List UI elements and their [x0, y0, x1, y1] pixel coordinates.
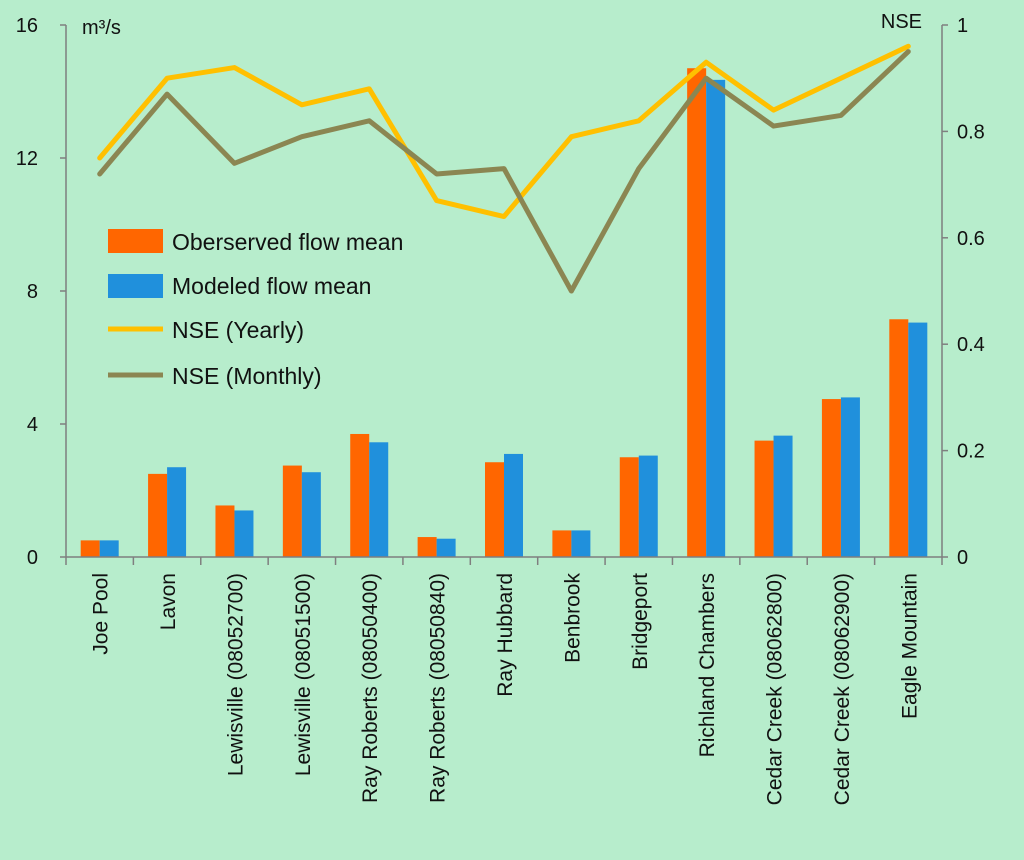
- category-label-4: Ray Roberts (08050400): [359, 573, 382, 803]
- legend-label-nse-monthly: NSE (Monthly): [172, 363, 322, 389]
- legend-swatch-modeled: [108, 274, 163, 298]
- bar-modeled-0: [99, 540, 119, 557]
- bar-modeled-2: [234, 510, 254, 557]
- right-tick-label-3: 0.6: [957, 228, 985, 250]
- bar-modeled-11: [840, 397, 860, 557]
- bar-observed-11: [821, 399, 841, 557]
- left-tick-label-4: 16: [16, 15, 38, 37]
- category-label-2: Lewisville (08052700): [224, 573, 247, 776]
- category-label-10: Cedar Creek (08062800): [764, 573, 787, 805]
- bar-observed-1: [148, 473, 168, 557]
- bar-modeled-5: [436, 538, 456, 557]
- bar-modeled-10: [773, 435, 793, 557]
- category-label-11: Cedar Creek (08062900): [831, 573, 854, 805]
- bar-observed-12: [889, 319, 909, 557]
- category-label-3: Lewisville (08051500): [292, 573, 315, 776]
- line-nse-monthly: [97, 49, 911, 294]
- category-label-1: Lavon: [157, 573, 180, 630]
- bar-modeled-7: [571, 530, 591, 557]
- line-nse-yearly: [97, 43, 911, 220]
- left-tick-label-3: 12: [16, 148, 38, 170]
- right-tick-label-4: 0.8: [957, 121, 985, 143]
- bar-modeled-9: [706, 79, 726, 558]
- bar-modeled-1: [167, 467, 187, 557]
- axes-layer: 0 4 8 12 16 0 0.2 0.4 0.6 0.8 1 Joe Pool Lavon Lewisv…: [16, 15, 985, 805]
- bar-observed-8: [619, 457, 639, 557]
- legend-label-observed: Oberserved flow mean: [172, 229, 403, 255]
- bar-modeled-6: [504, 453, 523, 557]
- category-label-8: Bridgeport: [629, 573, 652, 670]
- bar-observed-10: [754, 440, 774, 557]
- bar-observed-6: [485, 462, 504, 557]
- bar-modeled-3: [301, 472, 321, 557]
- left-tick-label-1: 4: [27, 414, 38, 436]
- left-tick-label-0: 0: [27, 547, 38, 569]
- legend-item-observed: Oberserved flow mean: [108, 229, 403, 255]
- line-layer: [97, 43, 911, 294]
- bar-layer: [80, 68, 928, 558]
- bar-observed-7: [552, 530, 572, 557]
- legend-label-nse-yearly: NSE (Yearly): [172, 317, 304, 343]
- legend-swatch-observed: [108, 229, 163, 253]
- right-tick-label-0: 0: [957, 547, 968, 569]
- category-label-6: Ray Hubbard: [494, 573, 517, 697]
- legend-label-modeled: Modeled flow mean: [172, 273, 371, 299]
- bar-observed-0: [80, 540, 100, 557]
- category-label-12: Eagle Mountain: [898, 573, 921, 719]
- category-label-5: Ray Roberts (08050840): [427, 573, 450, 803]
- bar-modeled-8: [638, 455, 658, 557]
- legend-item-modeled: Modeled flow mean: [108, 273, 371, 299]
- bar-observed-9: [687, 68, 707, 557]
- right-tick-label-2: 0.4: [957, 334, 985, 356]
- category-label-7: Benbrook: [561, 573, 584, 663]
- right-axis-title: NSE: [881, 11, 922, 33]
- bar-observed-2: [215, 505, 235, 557]
- legend: Oberserved flow mean Modeled flow mean N…: [108, 229, 403, 389]
- legend-item-nse-yearly: NSE (Yearly): [108, 317, 304, 343]
- left-tick-label-2: 8: [27, 281, 38, 303]
- category-label-0: Joe Pool: [90, 573, 113, 655]
- bar-observed-5: [417, 537, 437, 557]
- left-axis-unit-label: m³/s: [82, 17, 121, 39]
- category-label-9: Richland Chambers: [696, 573, 719, 757]
- bar-observed-4: [350, 433, 370, 557]
- bar-modeled-4: [369, 442, 389, 557]
- bar-modeled-12: [908, 322, 928, 557]
- right-tick-label-1: 0.2: [957, 441, 985, 463]
- bar-observed-3: [282, 465, 302, 557]
- legend-item-nse-monthly: NSE (Monthly): [108, 363, 322, 389]
- right-tick-label-5: 1: [957, 15, 968, 37]
